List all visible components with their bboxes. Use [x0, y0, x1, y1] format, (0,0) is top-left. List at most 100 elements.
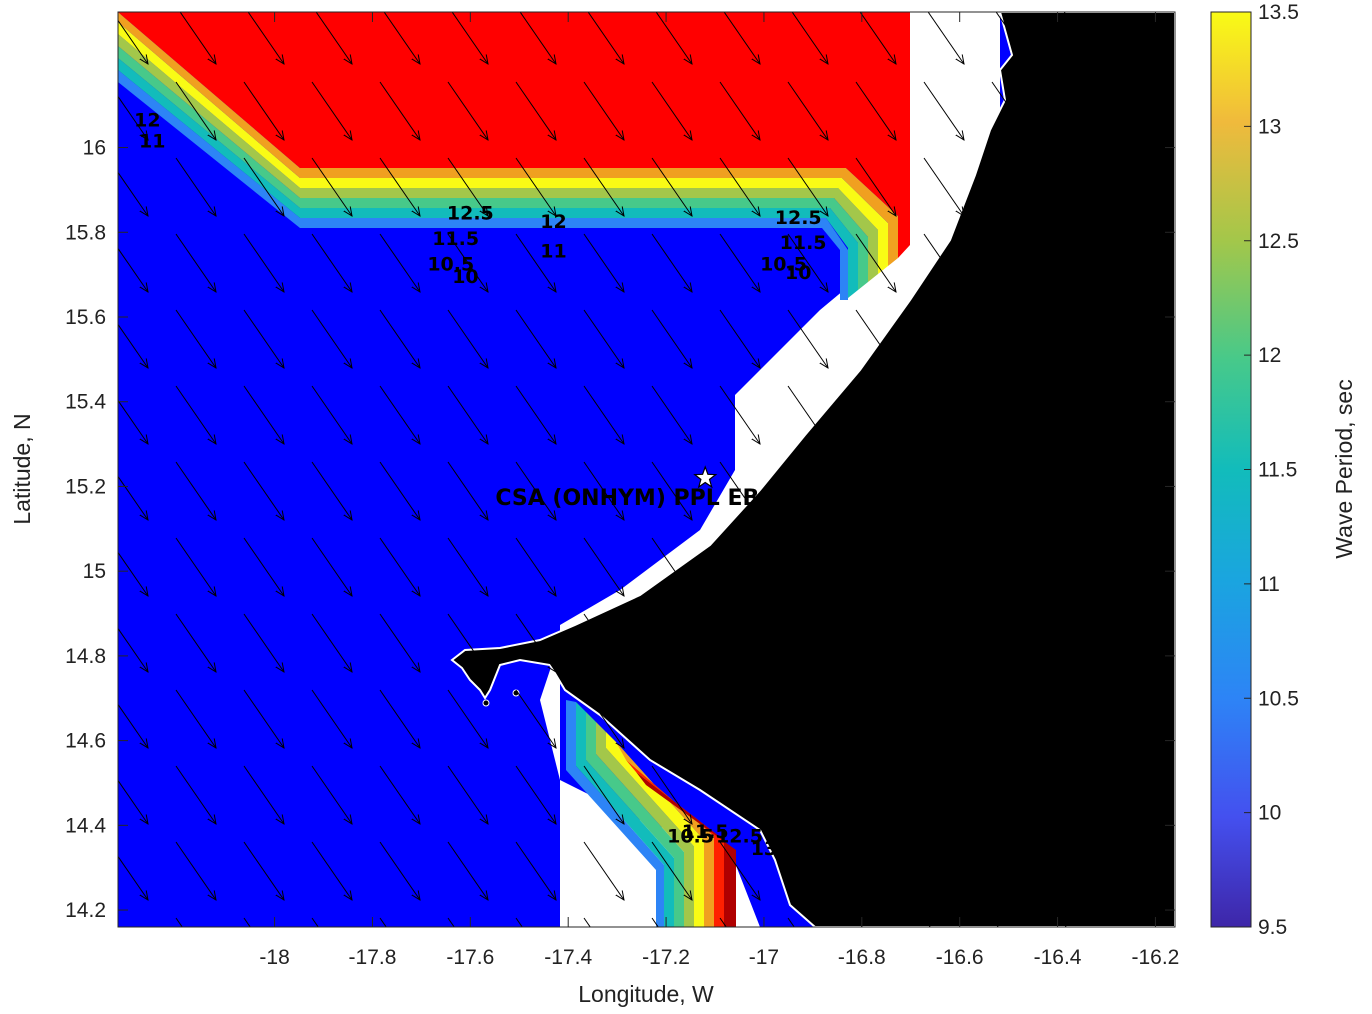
- land-mass: [450, 12, 1175, 927]
- wave-arrow: [651, 385, 692, 444]
- wave-arrow: [175, 765, 216, 824]
- wave-arrow: [991, 157, 1032, 216]
- wave-arrow: [923, 461, 964, 520]
- wave-arrow: [787, 157, 828, 216]
- wave-arrow: [118, 323, 148, 368]
- colorbar-tick-label: 11: [1258, 573, 1280, 596]
- wave-arrow: [175, 689, 216, 748]
- wave-arrow: [859, 12, 896, 64]
- wave-arrow: [118, 19, 148, 64]
- wave-arrow: [923, 233, 964, 292]
- wave-arrow: [379, 81, 420, 140]
- wave-arrow: [587, 12, 624, 64]
- wave-arrow: [243, 385, 284, 444]
- wave-arrow: [175, 841, 216, 900]
- wave-arrow: [923, 81, 964, 140]
- wave-arrow: [1059, 537, 1100, 596]
- wave-arrow: [175, 613, 216, 672]
- wave-arrow: [515, 233, 556, 292]
- wave-arrow: [923, 765, 964, 824]
- wave-arrow: [243, 841, 284, 900]
- wave-arrow: [175, 309, 216, 368]
- wave-arrow: [855, 765, 896, 824]
- wave-arrow: [118, 551, 148, 596]
- wave-arrow: [1059, 385, 1100, 444]
- wave-arrow: [383, 12, 420, 64]
- wave-arrow: [515, 81, 556, 140]
- wave-arrow: [515, 309, 556, 368]
- wave-arrow: [519, 12, 556, 64]
- wave-arrow: [1059, 157, 1100, 216]
- wave-arrow: [583, 385, 624, 444]
- wave-arrow: [991, 461, 1032, 520]
- wave-arrow: [311, 233, 352, 292]
- wave-arrow: [651, 81, 692, 140]
- y-tick-label: 14.4: [65, 814, 106, 837]
- south-band-11: [586, 712, 684, 927]
- wave-arrow: [311, 537, 352, 596]
- wave-arrow: [515, 385, 556, 444]
- wave-arrow: [855, 461, 896, 520]
- south-band-11-5: [596, 722, 694, 927]
- wave-arrow: [311, 765, 352, 824]
- plot-area: 121112.511.5121110.51012.511.510.51010.5…: [118, 12, 1175, 927]
- wave-arrow: [1059, 309, 1100, 368]
- wave-arrow: [515, 765, 556, 824]
- x-tick-label: -17.2: [642, 946, 690, 969]
- wave-arrow: [179, 12, 216, 64]
- contour-labels: 121112.511.5121110.51012.511.510.51010.5…: [134, 109, 826, 860]
- wave-arrow: [447, 689, 488, 748]
- wave-arrow: [651, 689, 692, 748]
- wave-arrow: [1059, 765, 1100, 824]
- wave-arrow: [118, 703, 148, 748]
- colorbar-tick-label: 12: [1258, 344, 1281, 367]
- wave-arrow: [655, 12, 692, 64]
- wave-arrow: [855, 233, 896, 292]
- wave-arrow: [1059, 233, 1100, 292]
- wave-arrow: [651, 461, 692, 520]
- wave-arrow: [991, 309, 1032, 368]
- wave-arrow: [515, 537, 556, 596]
- wave-arrow: [583, 537, 624, 596]
- wave-arrow: [379, 689, 420, 748]
- colorbar-tick-label: 13: [1258, 115, 1281, 138]
- wave-arrow: [787, 233, 828, 292]
- south-band-10: [566, 700, 664, 927]
- wave-arrow: [311, 309, 352, 368]
- y-tick-label: 14.6: [65, 730, 106, 753]
- wave-arrow: [311, 613, 352, 672]
- wave-arrow: [311, 841, 352, 900]
- colorbar-ticks: 9.5 10 10.5 11 11.5 12 12.5 13 13.5: [1244, 1, 1299, 939]
- wave-arrow: [855, 81, 896, 140]
- contour-label: 12: [134, 109, 160, 131]
- islet: [482, 699, 490, 707]
- wave-arrow: [243, 461, 284, 520]
- x-tick-label: -17.6: [446, 946, 494, 969]
- contour-label: 11.5: [682, 821, 729, 843]
- south-band-13: [626, 760, 724, 927]
- wave-arrow: [311, 157, 352, 216]
- wave-arrow: [379, 613, 420, 672]
- wave-arrow: [583, 613, 624, 672]
- wave-arrow: [719, 613, 760, 672]
- wave-arrow: [175, 461, 216, 520]
- wave-arrow: [118, 779, 148, 824]
- wave-arrow: [651, 841, 692, 900]
- contour-label: 11.5: [780, 232, 827, 254]
- wave-arrow: [651, 157, 692, 216]
- wave-arrow: [243, 81, 284, 140]
- contour-label: 10.5: [667, 825, 714, 847]
- wave-arrow: [651, 537, 692, 596]
- wave-arrow: [515, 157, 556, 216]
- contour-label: 12.5: [447, 203, 494, 225]
- wave-arrow: [991, 613, 1032, 672]
- wave-arrow: [243, 537, 284, 596]
- x-tick-label: -16.4: [1034, 946, 1082, 969]
- wave-arrow: [379, 537, 420, 596]
- wave-arrow: [991, 81, 1032, 140]
- wave-arrow: [311, 461, 352, 520]
- wave-arrow: [855, 841, 896, 900]
- south-band-13-5: [636, 772, 736, 927]
- wave-arrow: [787, 613, 828, 672]
- wave-arrow: [515, 841, 556, 900]
